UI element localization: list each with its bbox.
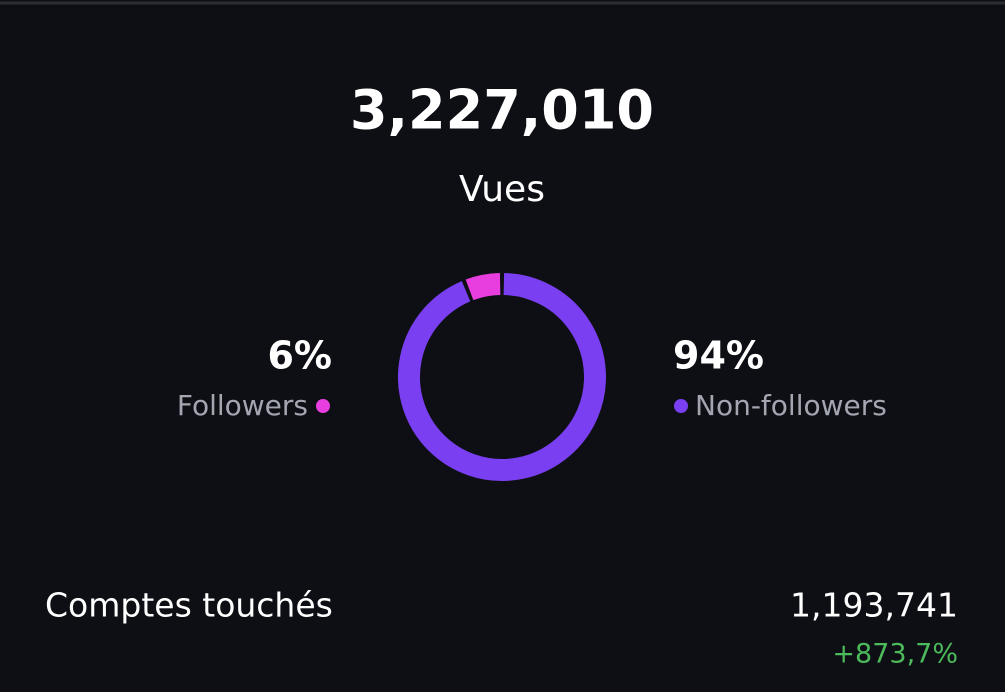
legend-label: Non-followers [695, 389, 887, 422]
percent-label: 6% [267, 334, 332, 378]
accounts-change: +873,7% [832, 639, 958, 670]
legend-label: Followers [177, 389, 308, 422]
donut-segment [465, 273, 501, 301]
accounts-label: Comptes touchés [45, 586, 333, 625]
total-views: 3,227,010 [350, 79, 654, 142]
donut-segment [398, 273, 606, 481]
legend-dot [674, 399, 688, 413]
legend-dot [316, 399, 330, 413]
percent-label: 94% [673, 334, 764, 378]
accounts-value: 1,193,741 [790, 586, 958, 625]
views-label: Vues [459, 169, 545, 210]
